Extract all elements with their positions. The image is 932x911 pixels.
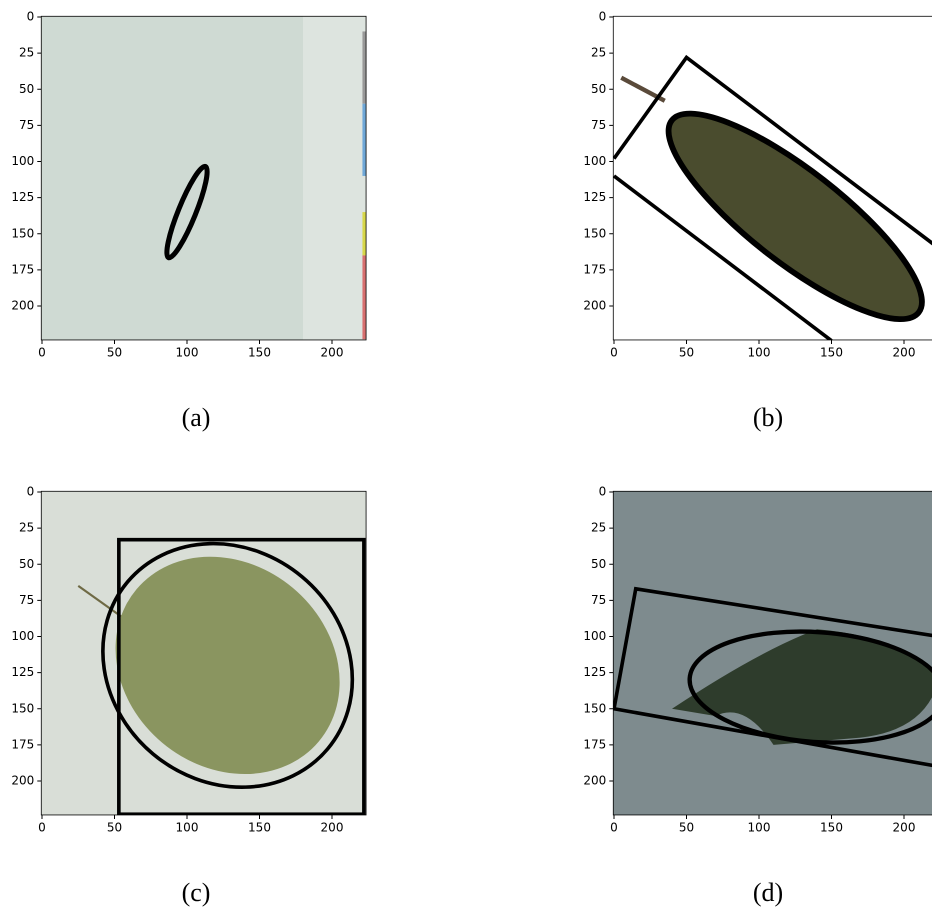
y-tick-label: 175 bbox=[583, 737, 606, 751]
caption: (b) bbox=[753, 403, 783, 432]
y-tick-label: 100 bbox=[11, 154, 34, 168]
y-tick-label: 125 bbox=[11, 190, 34, 204]
x-tick-label: 50 bbox=[679, 345, 694, 359]
x-tick-label: 100 bbox=[176, 820, 199, 834]
y-tick-label: 75 bbox=[19, 593, 34, 607]
image-d bbox=[613, 491, 932, 815]
y-tick-label: 200 bbox=[11, 299, 34, 313]
y-tick-label: 175 bbox=[11, 262, 34, 276]
y-tick-label: 150 bbox=[583, 701, 606, 715]
y-tick-label: 175 bbox=[11, 737, 34, 751]
x-tick-label: 200 bbox=[321, 820, 344, 834]
y-tick-label: 75 bbox=[591, 118, 606, 132]
y-tick-label: 0 bbox=[599, 10, 607, 24]
y-tick-label: 125 bbox=[583, 190, 606, 204]
x-tick-label: 50 bbox=[679, 820, 694, 834]
y-tick-label: 125 bbox=[583, 665, 606, 679]
y-tick-label: 100 bbox=[583, 629, 606, 643]
x-tick-label: 100 bbox=[748, 820, 771, 834]
y-tick-label: 25 bbox=[19, 46, 34, 60]
y-tick-label: 125 bbox=[11, 665, 34, 679]
x-tick-label: 0 bbox=[610, 820, 618, 834]
x-tick-label: 200 bbox=[321, 345, 344, 359]
x-tick-label: 0 bbox=[610, 345, 618, 359]
x-tick-label: 150 bbox=[820, 345, 843, 359]
x-tick-label: 50 bbox=[107, 345, 122, 359]
caption: (a) bbox=[182, 403, 211, 432]
y-tick-label: 0 bbox=[27, 10, 35, 24]
y-tick-label: 75 bbox=[19, 118, 34, 132]
y-tick-label: 175 bbox=[583, 262, 606, 276]
y-tick-label: 200 bbox=[11, 774, 34, 788]
x-tick-label: 0 bbox=[38, 820, 46, 834]
figure: 0 50 100 150 200 0 25 50 75 100 125 150 175 200 (a) 0 50… bbox=[0, 0, 932, 911]
y-tick-label: 50 bbox=[19, 557, 34, 571]
y-tick-label: 50 bbox=[19, 82, 34, 96]
y-tick-label: 75 bbox=[591, 593, 606, 607]
y-tick-label: 25 bbox=[591, 521, 606, 535]
image-c bbox=[41, 491, 402, 837]
x-tick-label: 100 bbox=[748, 345, 771, 359]
x-tick-label: 50 bbox=[107, 820, 122, 834]
y-tick-label: 25 bbox=[19, 521, 34, 535]
x-tick-label: 200 bbox=[893, 820, 916, 834]
y-tick-label: 200 bbox=[583, 774, 606, 788]
y-tick-label: 150 bbox=[11, 226, 34, 240]
y-tick-label: 0 bbox=[27, 485, 35, 499]
x-tick-label: 200 bbox=[893, 345, 916, 359]
y-tick-label: 150 bbox=[583, 226, 606, 240]
image-a bbox=[41, 16, 367, 340]
x-tick-label: 150 bbox=[248, 820, 271, 834]
y-tick-label: 50 bbox=[591, 82, 606, 96]
x-tick-label: 150 bbox=[820, 820, 843, 834]
x-tick-label: 150 bbox=[248, 345, 271, 359]
image-b bbox=[613, 16, 932, 349]
x-tick-label: 0 bbox=[38, 345, 46, 359]
y-tick-label: 25 bbox=[591, 46, 606, 60]
y-tick-label: 0 bbox=[599, 485, 607, 499]
y-tick-label: 150 bbox=[11, 701, 34, 715]
y-tick-label: 100 bbox=[583, 154, 606, 168]
y-tick-label: 100 bbox=[11, 629, 34, 643]
y-tick-label: 50 bbox=[591, 557, 606, 571]
y-tick-label: 200 bbox=[583, 299, 606, 313]
caption: (c) bbox=[182, 878, 211, 907]
x-tick-label: 100 bbox=[176, 345, 199, 359]
caption: (d) bbox=[753, 878, 783, 907]
